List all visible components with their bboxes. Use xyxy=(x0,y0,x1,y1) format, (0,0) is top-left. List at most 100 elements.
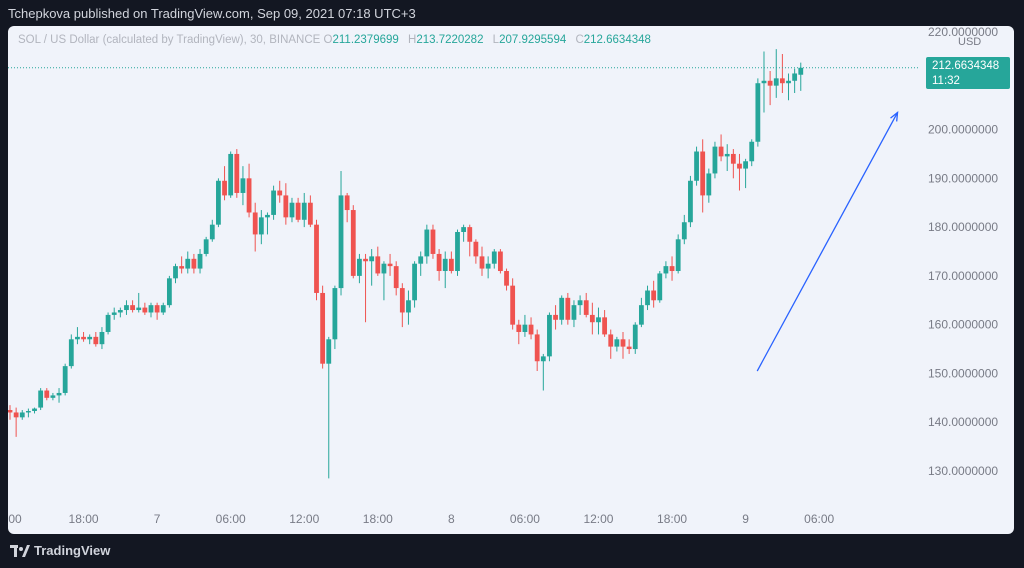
candle-body xyxy=(265,214,270,218)
candle xyxy=(314,219,319,301)
candle-body xyxy=(412,263,417,301)
candle-body xyxy=(620,339,626,347)
y-tick-label: 160.0000000 xyxy=(928,318,998,332)
candle xyxy=(412,261,417,308)
footer-brand[interactable]: TradingView xyxy=(34,543,111,558)
x-tick-label: 8 xyxy=(448,512,455,526)
candle xyxy=(638,297,644,328)
candle xyxy=(234,149,240,198)
candle-body xyxy=(8,410,13,413)
candle xyxy=(651,280,657,308)
candle-body xyxy=(289,202,295,218)
last-price-value: 212.6634348 xyxy=(932,60,1000,72)
candle-body xyxy=(602,317,608,335)
candle xyxy=(191,253,197,274)
candle xyxy=(547,312,552,362)
candle xyxy=(160,302,166,315)
candle-body xyxy=(498,251,503,272)
candle-body xyxy=(589,314,595,323)
candle-body xyxy=(93,336,99,345)
candle-body xyxy=(565,297,571,320)
candle xyxy=(755,78,761,147)
candle-body xyxy=(393,266,399,289)
candle xyxy=(203,236,209,257)
candle-body xyxy=(252,212,258,235)
candle xyxy=(626,339,632,354)
candle-body xyxy=(179,266,185,269)
candle-body xyxy=(406,300,411,313)
x-tick-label: 06:00 xyxy=(804,512,834,526)
candle-body xyxy=(645,290,650,306)
legend-high-label: H xyxy=(408,34,417,46)
candle-body xyxy=(467,227,473,242)
candle xyxy=(761,51,767,113)
candle-body xyxy=(81,336,86,340)
candle-body xyxy=(314,224,319,293)
legend-low-label: L xyxy=(492,34,500,46)
candle-body xyxy=(761,80,767,84)
candlestick-chart[interactable]: 130.0000000 140.0000000 150.0000000 160.000… xyxy=(8,26,1014,534)
x-tick-label: 2:00 xyxy=(8,512,22,526)
candle-body xyxy=(479,256,485,269)
candle-body xyxy=(62,366,68,393)
candle xyxy=(350,205,356,279)
legend-open-value: 211.2379699 xyxy=(332,34,399,46)
candle xyxy=(124,300,129,315)
candle-body xyxy=(344,195,350,211)
candle-body xyxy=(638,305,644,325)
candle xyxy=(436,249,442,281)
candle xyxy=(767,71,773,106)
candle xyxy=(87,334,93,345)
candle-body xyxy=(516,324,522,332)
publisher-line: Tchepkova published on TradingView.com, … xyxy=(8,6,416,21)
candle xyxy=(743,158,748,189)
candle-body xyxy=(25,411,31,413)
candle xyxy=(369,249,375,286)
candle-body xyxy=(669,266,675,272)
candle-body xyxy=(688,180,693,223)
legend-close-value: 212.6634348 xyxy=(583,34,651,46)
candle-body xyxy=(657,273,663,301)
candle xyxy=(130,300,135,313)
candle-body xyxy=(295,202,301,220)
candle-body xyxy=(277,190,283,196)
chart-area[interactable]: 130.0000000 140.0000000 150.0000000 160.000… xyxy=(8,26,1014,534)
candle-body xyxy=(559,297,565,320)
candle xyxy=(252,202,258,252)
candle-body xyxy=(283,195,289,218)
candle-body xyxy=(442,258,448,272)
candle-body xyxy=(418,256,424,264)
candle-body xyxy=(424,229,430,257)
candle xyxy=(99,327,105,350)
candle-body xyxy=(124,305,129,311)
candle xyxy=(498,249,503,274)
x-tick-label: 06:00 xyxy=(216,512,246,526)
candle xyxy=(197,249,203,274)
x-tick-label: 18:00 xyxy=(69,512,99,526)
candle xyxy=(75,327,80,345)
candle-body xyxy=(485,263,491,269)
legend-close-label: C xyxy=(575,34,584,46)
chart-legend: SOL / US Dollar (calculated by TradingVi… xyxy=(18,34,657,46)
x-tick-label: 12:00 xyxy=(583,512,613,526)
candle-body xyxy=(363,258,368,262)
y-tick-label: 220.0000000 xyxy=(928,26,998,39)
candle xyxy=(461,224,467,242)
x-tick-label: 7 xyxy=(154,512,161,526)
candle-body xyxy=(522,324,528,332)
candle-body xyxy=(357,258,362,276)
candle xyxy=(56,388,62,403)
candle-body xyxy=(553,314,558,320)
candle-body xyxy=(583,300,589,315)
candle xyxy=(694,146,699,186)
candle-body xyxy=(504,271,509,286)
candle xyxy=(154,302,160,320)
candle xyxy=(381,261,387,301)
candle-body xyxy=(779,78,785,84)
candle xyxy=(749,139,755,167)
candle xyxy=(724,144,730,172)
candle xyxy=(105,312,111,335)
candle-body xyxy=(258,217,264,235)
candle xyxy=(111,307,117,320)
candle xyxy=(93,331,99,347)
